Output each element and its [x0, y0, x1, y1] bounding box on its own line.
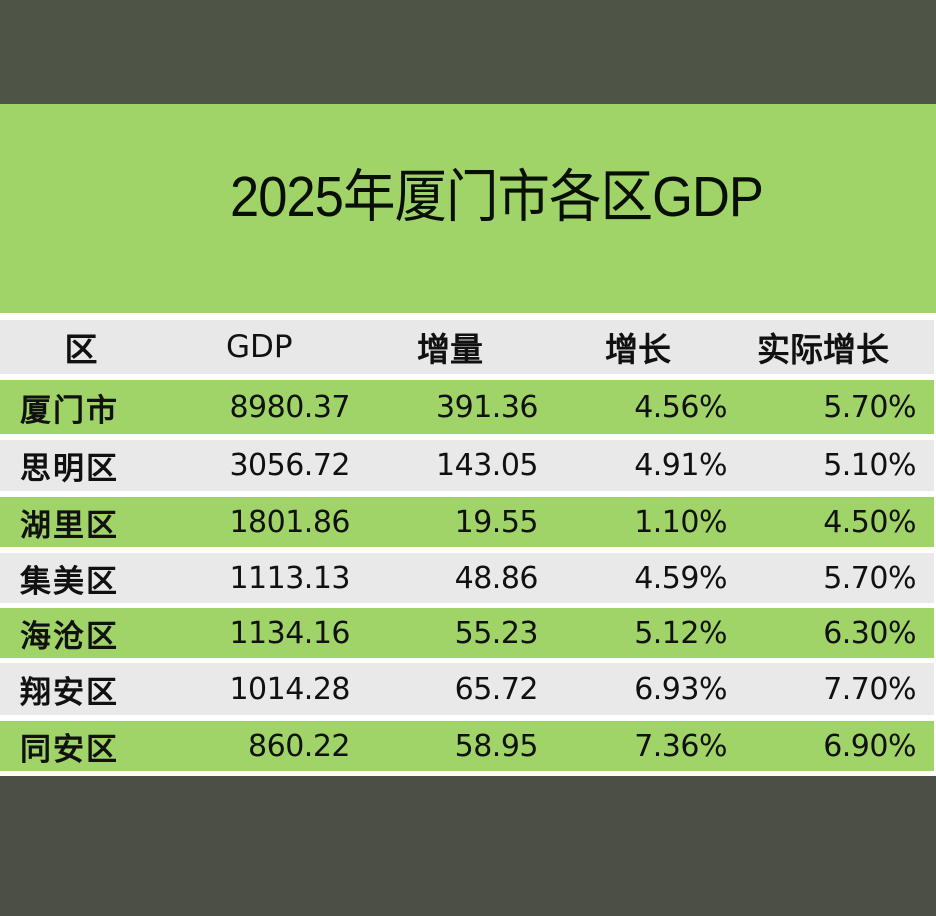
top-background-band: [0, 0, 936, 104]
cell-increase: 48.86: [454, 560, 539, 596]
column-header-gdp: GDP: [226, 329, 293, 365]
column-header-increase: 增量: [417, 330, 483, 369]
cell-gdp: 3056.72: [229, 448, 350, 483]
table-row: 集美区 1113.13 48.86 4.59% 5.70%: [0, 553, 934, 603]
cell-real-growth: 5.10%: [823, 448, 916, 483]
cell-district: 湖里区: [20, 507, 119, 544]
table-row: 同安区 860.22 58.95 7.36% 6.90%: [0, 721, 934, 771]
table-row: 海沧区 1134.16 55.23 5.12% 6.30%: [0, 608, 934, 658]
table-row: 翔安区 1014.28 65.72 6.93% 7.70%: [0, 663, 934, 715]
cell-increase: 143.05: [436, 448, 538, 483]
cell-gdp: 1014.28: [229, 671, 350, 707]
column-header-growth: 增长: [605, 330, 671, 369]
gdp-table-sheet: 2025年厦门市各区GDP 区 GDP 增量 增长 实际增长 厦门市 8980.…: [0, 104, 936, 776]
cell-increase: 19.55: [454, 504, 539, 540]
cell-real-growth: 4.50%: [823, 504, 916, 540]
column-header-real-growth: 实际增长: [757, 330, 889, 369]
table-row: 湖里区 1801.86 19.55 1.10% 4.50%: [0, 497, 934, 547]
cell-real-growth: 6.30%: [823, 615, 916, 651]
cell-real-growth: 6.90%: [823, 728, 916, 764]
cell-growth: 4.59%: [634, 560, 727, 596]
title-banner: 2025年厦门市各区GDP: [0, 104, 936, 313]
cell-increase: 391.36: [436, 389, 538, 425]
page-title: 2025年厦门市各区GDP: [230, 165, 764, 229]
cell-increase: 55.23: [454, 615, 539, 651]
cell-increase: 65.72: [454, 671, 539, 707]
cell-real-growth: 5.70%: [823, 389, 916, 425]
table-row: 思明区 3056.72 143.05 4.91% 5.10%: [0, 440, 934, 491]
cell-growth: 1.10%: [634, 504, 727, 540]
table-header-row: 区 GDP 增量 增长 实际增长: [0, 320, 934, 374]
cell-gdp: 860.22: [248, 728, 350, 764]
cell-real-growth: 7.70%: [823, 671, 916, 707]
cell-gdp: 1801.86: [229, 504, 350, 540]
cell-growth: 6.93%: [634, 671, 727, 707]
cell-growth: 5.12%: [634, 615, 727, 651]
cell-district: 集美区: [20, 563, 119, 600]
cell-growth: 7.36%: [634, 728, 727, 764]
cell-district: 思明区: [20, 451, 119, 487]
cell-gdp: 8980.37: [229, 389, 350, 425]
cell-growth: 4.56%: [634, 389, 727, 425]
cell-growth: 4.91%: [634, 448, 727, 483]
cell-gdp: 1134.16: [229, 615, 350, 651]
column-header-district: 区: [64, 330, 98, 369]
table-row: 厦门市 8980.37 391.36 4.56% 5.70%: [0, 380, 934, 434]
cell-district: 海沧区: [20, 618, 119, 655]
cell-district: 厦门市: [20, 392, 119, 429]
cell-real-growth: 5.70%: [823, 560, 916, 596]
cell-gdp: 1113.13: [229, 560, 350, 596]
cell-increase: 58.95: [454, 728, 539, 764]
cell-district: 翔安区: [20, 674, 119, 711]
cell-district: 同安区: [20, 731, 119, 768]
